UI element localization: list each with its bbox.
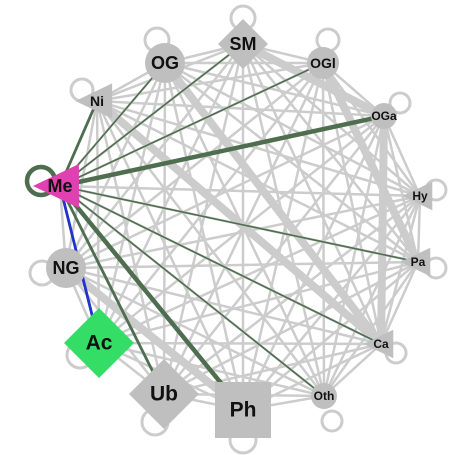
background-edge-oga-og bbox=[163, 61, 386, 118]
highlight-edge-me-ca bbox=[59, 185, 382, 345]
node-shapes-layer bbox=[33, 19, 433, 438]
highlight-edge-me-ub bbox=[58, 184, 166, 396]
background-edge-sm-ub bbox=[162, 42, 245, 396]
background-edge-ca-ub bbox=[162, 342, 383, 396]
node-sm-label: SM bbox=[230, 34, 257, 54]
background-edge-oga-ng bbox=[64, 114, 386, 270]
node-ca[interactable] bbox=[363, 329, 394, 359]
node-hy[interactable] bbox=[402, 181, 433, 211]
node-ogl-label: OGl bbox=[310, 55, 336, 71]
background-edge-pa-ac bbox=[97, 260, 420, 345]
self-loop-oga bbox=[388, 91, 412, 115]
highlight-edge-me-ph bbox=[57, 183, 246, 413]
node-ni-label: Ni bbox=[90, 93, 104, 109]
background-edge-hy-pa bbox=[416, 194, 422, 264]
node-ac[interactable] bbox=[64, 308, 134, 378]
node-hy-label: Hy bbox=[412, 189, 428, 203]
node-ph-label: Ph bbox=[230, 399, 257, 422]
node-og[interactable] bbox=[145, 43, 185, 83]
node-ogl[interactable] bbox=[307, 47, 339, 79]
node-oga-label: OGa bbox=[371, 109, 397, 123]
background-edge-sm-ac bbox=[97, 42, 245, 345]
background-edge-ub-og bbox=[162, 61, 167, 396]
background-edge-oga-hy bbox=[382, 114, 422, 198]
highlight-edge-me-oga bbox=[57, 113, 387, 189]
background-edge-ng-ni bbox=[64, 99, 99, 270]
background-edge-oga-oth bbox=[322, 114, 386, 398]
node-ac-label: Ac bbox=[86, 332, 113, 355]
background-edge-ph-og bbox=[163, 61, 245, 412]
background-edge-ogl-ng bbox=[64, 61, 325, 270]
node-ng-label: NG bbox=[53, 258, 80, 278]
node-ub[interactable] bbox=[129, 359, 199, 429]
background-edge-hy-ng bbox=[64, 194, 422, 270]
background-edge-ub-ni bbox=[95, 99, 166, 396]
background-edge-ph-ng bbox=[62, 264, 247, 414]
node-me[interactable] bbox=[33, 164, 79, 208]
background-edge-ogl-hy bbox=[321, 61, 422, 198]
node-oth-label: Oth bbox=[314, 389, 335, 403]
node-ng[interactable] bbox=[46, 248, 86, 288]
node-pa[interactable] bbox=[400, 247, 431, 277]
background-edge-oth-og bbox=[163, 61, 326, 398]
background-edge-ca-ng bbox=[64, 266, 383, 346]
node-pa-label: Pa bbox=[411, 255, 426, 269]
background-edge-sm-hy bbox=[241, 42, 422, 198]
node-og-label: OG bbox=[151, 53, 179, 73]
background-edge-ogl-ph bbox=[241, 61, 325, 412]
self-loop-oth bbox=[320, 409, 344, 433]
node-ca-label: Ca bbox=[373, 337, 389, 351]
background-edge-hy-me bbox=[58, 184, 422, 198]
background-edge-ogl-ni bbox=[95, 61, 325, 103]
background-edge-hy-ni bbox=[95, 99, 422, 198]
background-edge-sm-pa bbox=[241, 42, 420, 264]
background-edge-ca-og bbox=[161, 59, 385, 348]
node-ub-label: Ub bbox=[150, 383, 178, 406]
node-oga[interactable] bbox=[371, 103, 397, 129]
highlight-edge-me-ogl bbox=[59, 62, 324, 187]
background-edge-oga-pa bbox=[382, 114, 420, 264]
background-edge-ogl-pa bbox=[319, 59, 422, 266]
background-edge-ac-og bbox=[97, 61, 167, 345]
background-edge-hy-og bbox=[163, 61, 422, 198]
highlight-edge-me-sm bbox=[59, 43, 244, 187]
node-oth[interactable] bbox=[311, 383, 337, 409]
node-sm[interactable] bbox=[218, 19, 268, 69]
highlight-edge-me-pa bbox=[59, 185, 419, 263]
background-edge-ca-ni bbox=[93, 97, 385, 348]
node-ni[interactable] bbox=[75, 83, 113, 119]
background-edge-pa-ph bbox=[241, 260, 420, 412]
highlight-edge-me-oth bbox=[59, 185, 325, 397]
node-me-label: Me bbox=[47, 176, 72, 196]
background-edge-pa-ca bbox=[379, 260, 420, 346]
node-labels-layer: SM OGl OGa Hy Pa Ca Oth Ph Ub Ac NG Me Ni OG bbox=[47, 34, 428, 422]
background-edge-oth-ng bbox=[64, 266, 326, 398]
background-edge-oga-ca bbox=[377, 112, 388, 348]
background-edge-pa-og bbox=[163, 61, 420, 264]
background-edge-ca-ac bbox=[97, 341, 383, 346]
node-ph[interactable] bbox=[215, 382, 271, 438]
